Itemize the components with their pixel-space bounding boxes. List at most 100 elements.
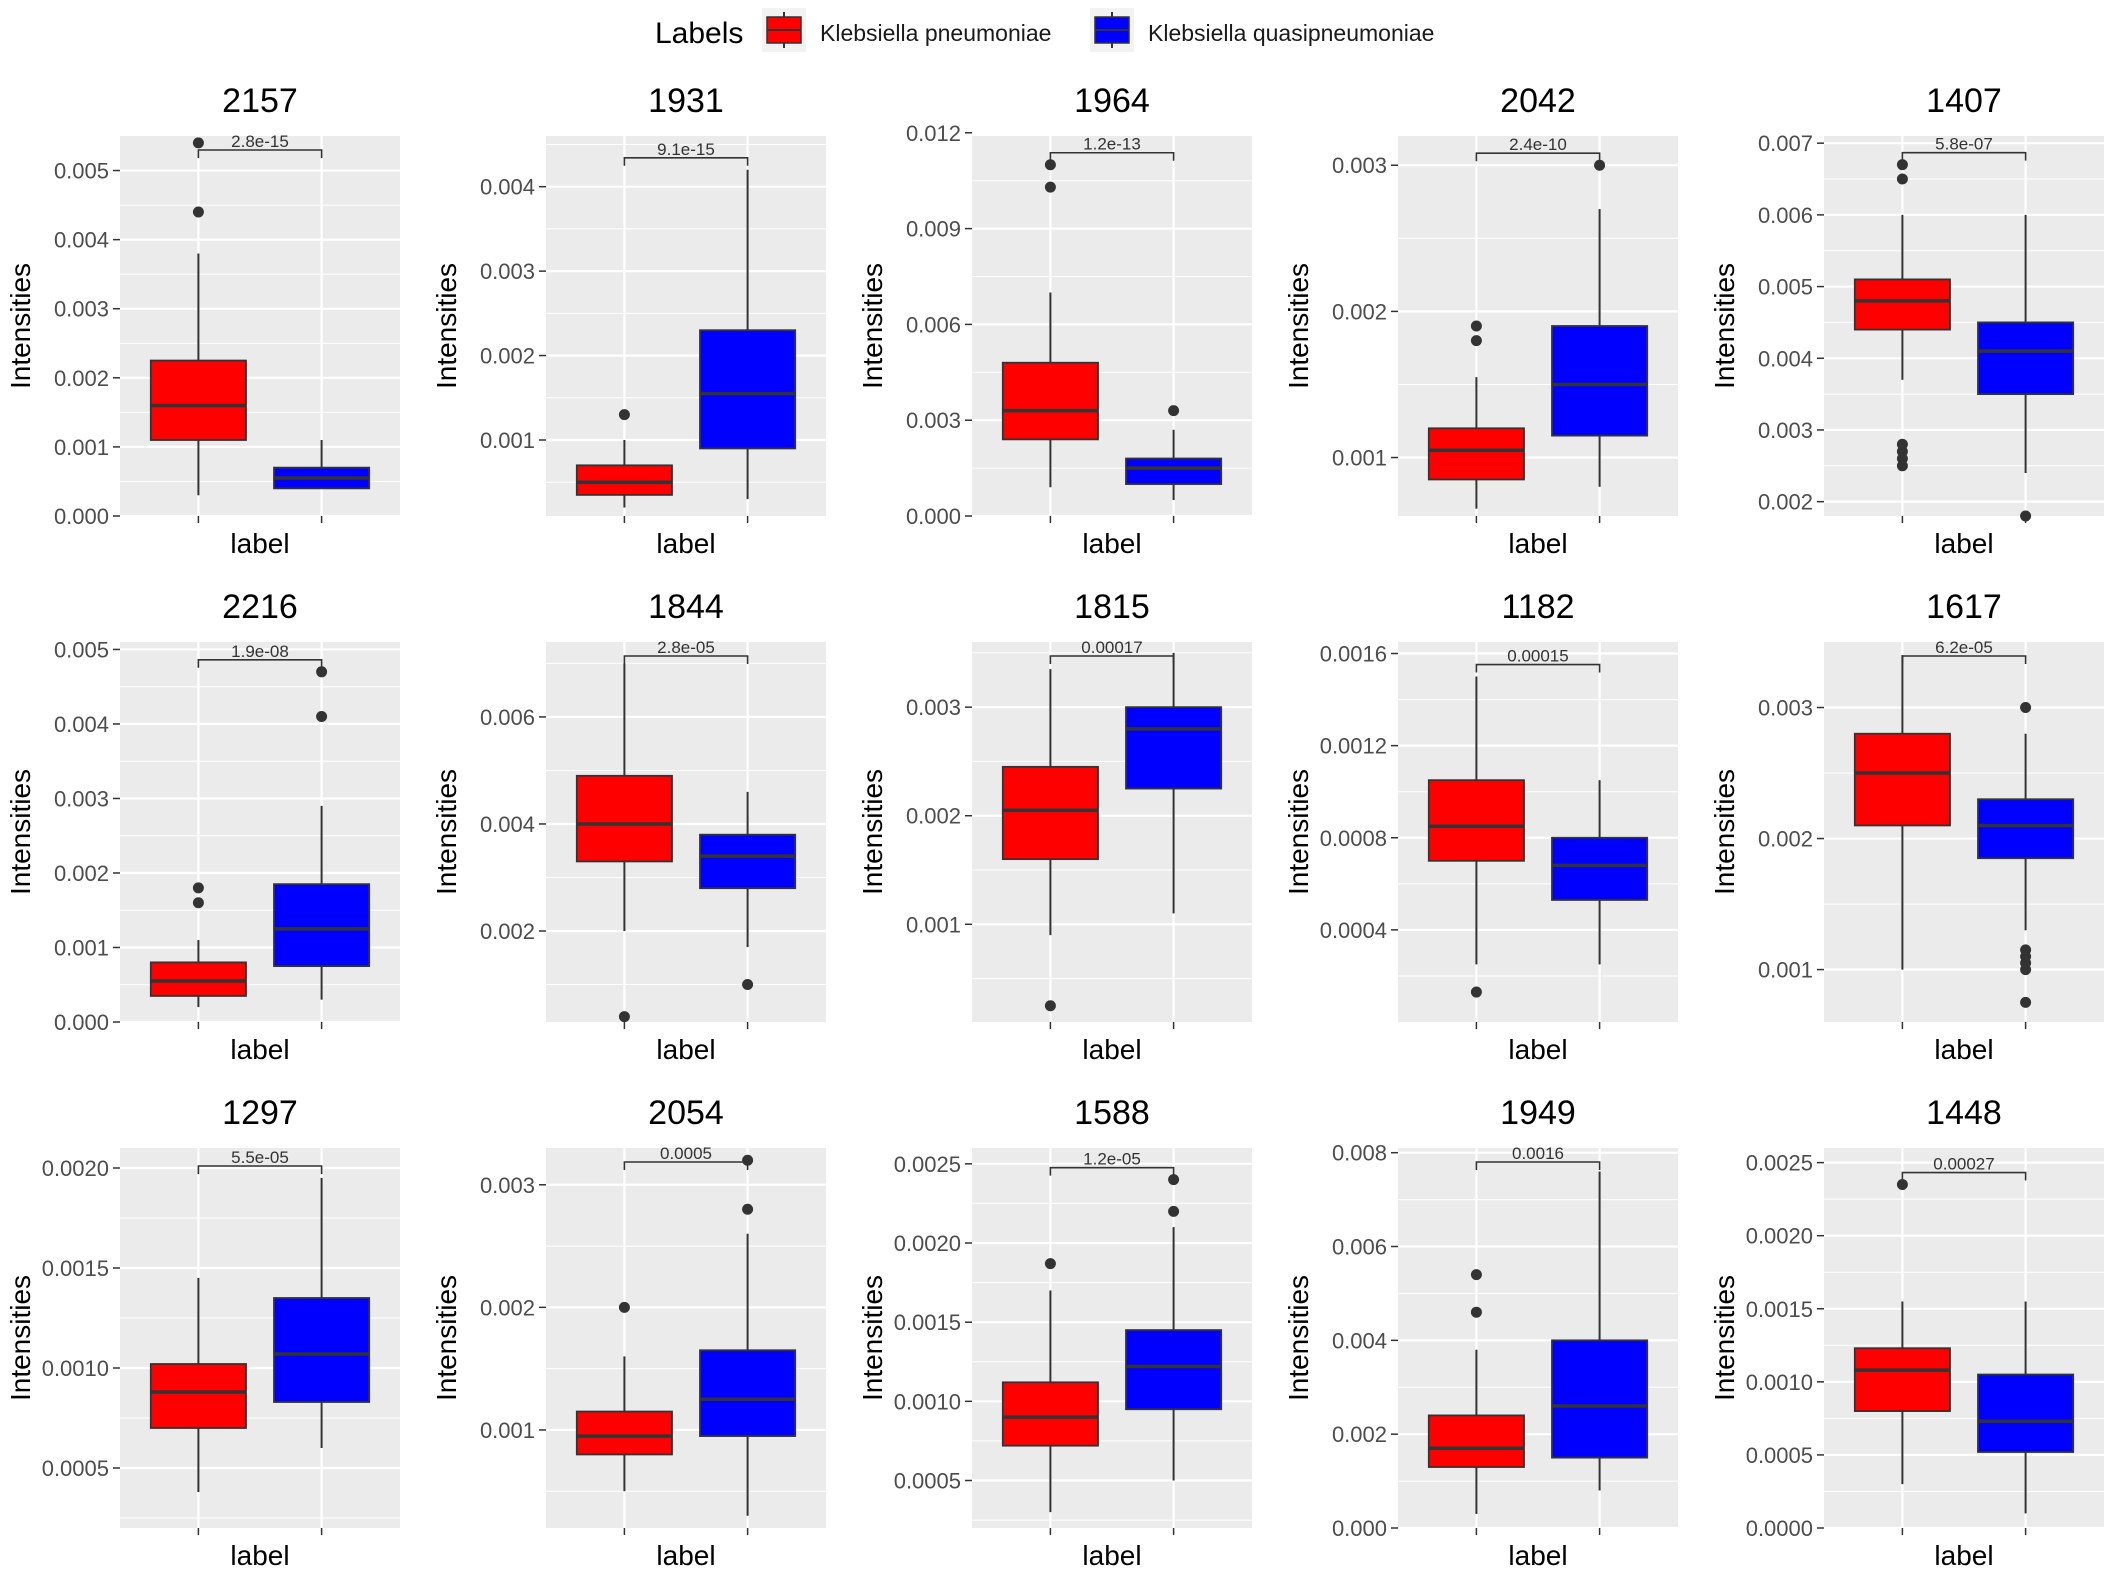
y-tick-label: 0.003 <box>1332 153 1387 178</box>
significance-bracket <box>623 655 749 664</box>
outlier-point <box>1044 1258 1056 1270</box>
boxplot-1407: 1407 0.002 0.003 0.004 0.005 0.006 0.007 5.8e-0… <box>1709 82 2104 559</box>
box-iqr <box>575 1410 673 1456</box>
box-iqr <box>1853 732 1951 827</box>
outlier-point <box>1168 405 1180 417</box>
box-quasipneumoniae <box>1125 652 1223 914</box>
outlier-point <box>192 206 204 218</box>
outlier-point <box>1896 159 1908 171</box>
y-tick-label: 0.000 <box>1332 1516 1387 1541</box>
box-iqr <box>1551 325 1649 437</box>
y-tick-label: 0.0025 <box>894 1152 961 1177</box>
y-tick-label: 0.001 <box>54 435 109 460</box>
boxplot-1588: 1588 0.0005 0.0010 0.0015 0.0020 0.0025 1.2e-0… <box>857 1094 1252 1571</box>
x-axis-label: label <box>656 528 715 559</box>
panel-title: 2157 <box>222 82 298 120</box>
panel-title: 1297 <box>222 1094 298 1132</box>
y-tick-label: 0.002 <box>480 1295 535 1320</box>
box-quasipneumoniae <box>1125 1174 1223 1481</box>
significance-bracket <box>623 156 749 166</box>
x-axis-label: label <box>1508 1034 1567 1065</box>
x-axis-label: label <box>656 1034 715 1065</box>
outlier-point <box>1470 1306 1482 1318</box>
boxplot-1617: 1617 0.001 0.002 0.003 6.2e-05 label Intensiti… <box>1709 588 2104 1065</box>
x-axis-label: label <box>230 1034 289 1065</box>
y-axis-label: Intensities <box>1709 263 1740 389</box>
outlier-point <box>1896 1179 1908 1191</box>
panel-title: 2054 <box>648 1094 724 1132</box>
y-tick-label: 0.0000 <box>1746 1516 1813 1541</box>
box-iqr <box>1427 1414 1525 1468</box>
box-pneumoniae <box>1427 676 1525 998</box>
box-pneumoniae <box>1853 1179 1951 1485</box>
box-pneumoniae <box>1001 1258 1099 1513</box>
outlier-point <box>1044 1000 1056 1012</box>
y-tick-label: 0.002 <box>480 344 535 369</box>
boxplot-1931: 1931 0.001 0.002 0.003 0.004 9.1e-15 label Inte… <box>431 82 826 559</box>
y-tick-label: 0.002 <box>54 861 109 886</box>
box-iqr <box>1427 427 1525 481</box>
box-iqr <box>149 1363 247 1429</box>
y-tick-label: 0.005 <box>54 637 109 662</box>
box-iqr <box>1001 361 1099 441</box>
box-quasipneumoniae <box>1977 1301 2075 1514</box>
box-iqr <box>1125 706 1223 790</box>
box-iqr <box>1125 457 1223 485</box>
y-tick-label: 0.012 <box>906 121 961 146</box>
y-tick-label: 0.003 <box>906 695 961 720</box>
y-axis-label: Intensities <box>1283 769 1314 895</box>
boxplot-1182: 1182 0.0004 0.0008 0.0012 0.0016 0.00015 label… <box>1283 588 1678 1065</box>
box-pneumoniae <box>1427 320 1525 509</box>
x-axis-label: label <box>1508 528 1567 559</box>
y-axis-label: Intensities <box>857 769 888 895</box>
legend-item: Klebsiella pneumoniae <box>762 8 1051 52</box>
panel-background <box>546 1148 826 1528</box>
y-tick-label: 0.002 <box>1758 490 1813 515</box>
y-tick-label: 0.005 <box>1758 275 1813 300</box>
box-iqr <box>1977 321 2075 396</box>
outlier-point <box>1896 173 1908 185</box>
y-tick-label: 0.006 <box>1758 203 1813 228</box>
outlier-point <box>1044 181 1056 193</box>
box-iqr <box>575 774 673 863</box>
panel-title: 1815 <box>1074 588 1150 626</box>
box-quasipneumoniae <box>699 1154 797 1516</box>
outlier-point <box>316 666 328 678</box>
boxplot-1297: 1297 0.0005 0.0010 0.0015 0.0020 5.5e-05 label… <box>5 1094 400 1571</box>
y-tick-label: 0.001 <box>54 935 109 960</box>
box-pneumoniae <box>1853 655 1951 970</box>
y-tick-label: 0.0010 <box>1746 1370 1813 1395</box>
box-iqr <box>1853 1347 1951 1412</box>
boxplot-1815: 1815 0.001 0.002 0.003 0.00017 label Intensiti… <box>857 588 1252 1065</box>
significance-bracket <box>1049 655 1175 664</box>
box-pneumoniae <box>1427 1269 1525 1514</box>
y-tick-label: 0.001 <box>480 428 535 453</box>
panel-title: 1407 <box>1926 82 2002 120</box>
box-quasipneumoniae <box>273 1178 371 1448</box>
boxplot-2042: 2042 0.001 0.002 0.003 2.4e-10 label Intensiti… <box>1283 82 1678 559</box>
y-tick-label: 0.002 <box>1332 1422 1387 1447</box>
outlier-point <box>1044 159 1056 171</box>
outlier-point <box>192 882 204 894</box>
box-quasipneumoniae <box>699 791 797 991</box>
y-axis-label: Intensities <box>857 263 888 389</box>
legend-title: Labels <box>655 17 743 50</box>
significance-bracket <box>1901 151 2027 161</box>
boxplot-1949: 1949 0.000 0.002 0.004 0.006 0.008 0.0016 label… <box>1283 1094 1678 1571</box>
y-tick-label: 0.004 <box>480 812 535 837</box>
outlier-point <box>742 1154 754 1166</box>
outlier-point <box>618 409 630 421</box>
y-tick-label: 0.003 <box>480 1173 535 1198</box>
p-value-label: 5.8e-07 <box>1935 135 1993 154</box>
significance-bracket <box>1475 663 1601 673</box>
p-value-label: 0.00017 <box>1081 638 1142 657</box>
legend: Labels Klebsiella pneumoniae Klebsiella q… <box>0 0 2118 66</box>
box-iqr <box>1001 1381 1099 1447</box>
y-tick-label: 0.0005 <box>1746 1443 1813 1468</box>
box-iqr <box>1551 1339 1649 1459</box>
p-value-label: 5.5e-05 <box>231 1148 289 1167</box>
y-axis-label: Intensities <box>1709 769 1740 895</box>
y-axis-label: Intensities <box>5 263 36 389</box>
legend-label: Klebsiella pneumoniae <box>820 20 1051 46</box>
boxplot-1844: 1844 0.002 0.004 0.006 2.8e-05 label Intensiti… <box>431 588 826 1065</box>
